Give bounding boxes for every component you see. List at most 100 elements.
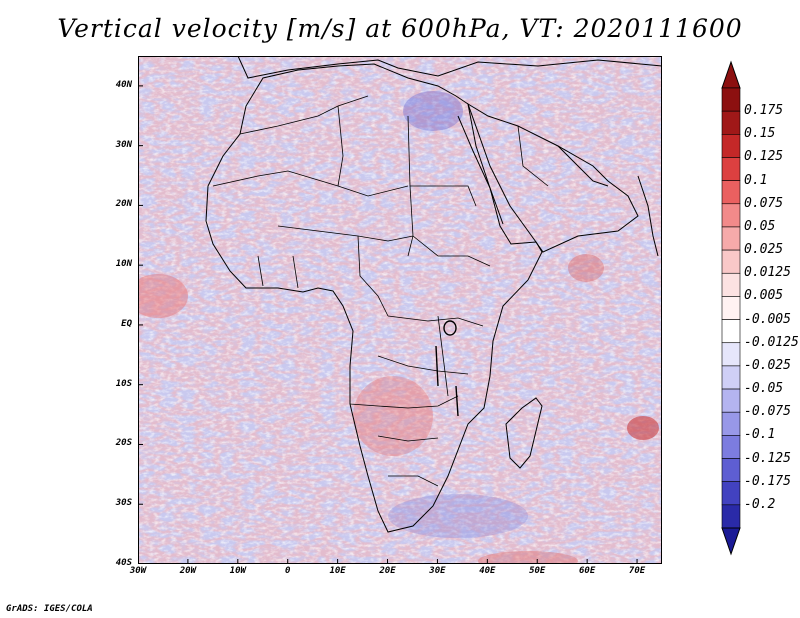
lat-label: 10S [115,378,132,389]
lat-label: 40N [115,79,132,90]
map-frame [138,56,662,564]
lon-label: 50E [529,566,546,576]
lat-label: 30S [115,498,132,509]
colorbar-label: 0.075 [744,195,784,211]
lakes [435,320,459,417]
colorbar-label: 0.15 [744,126,776,142]
patch-arabian-sea [568,254,604,282]
colorbar [721,60,741,556]
red-sea-coastline [457,115,504,225]
colorbar-label: 0.125 [744,149,784,165]
colorbar-label: 0.0125 [744,265,791,281]
colorbar-swatch [721,134,741,158]
lat-label: 20S [115,438,132,449]
border-8 [412,235,491,267]
colorbar-swatch [721,249,741,274]
lake-tanganyika [435,345,439,387]
lon-label: 20E [379,566,396,576]
colorbar-label: 0.175 [744,103,784,119]
colorbar-label: 0.025 [744,242,784,258]
colorbar-swatch [721,458,741,482]
colorbar-label: -0.075 [744,404,791,420]
lon-label: 0 [284,566,291,576]
patch-southern-africa [353,376,433,456]
field-texture [138,56,662,564]
colorbar-swatch [721,110,741,135]
lon-label: 70E [628,566,646,576]
patch-atlantic [138,274,188,318]
colorbar-bottom-arrow [721,527,741,556]
grads-credit: GrADS: IGES/COLA [6,604,93,614]
lat-label: EQ [121,318,132,329]
lon-label: 40E [479,566,496,576]
border-11 [349,395,459,409]
colorbar-swatch [721,435,741,459]
lat-label: 10N [115,259,132,270]
colorbar-swatch [721,87,741,112]
persian-gulf-coastline [557,145,609,187]
colorbar-swatch [721,296,741,320]
border-17 [517,125,549,187]
colorbar-label: -0.2 [744,496,776,512]
country-borders [212,95,549,487]
colorbar-swatch [721,365,741,390]
lon-label: 30W [129,566,147,576]
border-13 [388,475,439,487]
lon-label: 20W [179,566,197,576]
border-2 [212,170,409,197]
lon-label: 30E [429,566,446,576]
europe-coastline [237,56,662,79]
colorbar-label: -0.1 [744,427,776,443]
border-15 [292,255,299,289]
arabia-coastline [467,102,639,253]
border-16 [257,255,264,287]
patch-mediterranean [403,91,463,131]
lat-label: 40S [115,558,132,568]
lon-label: 10E [329,566,346,576]
map-panel [138,56,662,564]
axis-ticks [138,85,638,564]
africa-coastline [205,63,543,533]
lat-label: 30N [115,139,132,150]
colorbar-swatch [721,411,741,436]
border-4 [407,115,414,257]
lon-label: 10W [229,566,246,576]
lake-victoria [443,320,457,336]
colorbar-swatch [721,157,741,181]
colorbar-label: -0.175 [744,473,791,489]
india-coastline [637,175,659,257]
border-12 [377,435,439,442]
border-1 [239,95,369,135]
colorbar-label: -0.005 [744,311,791,327]
colorbar-label: -0.125 [744,450,791,466]
colorbar-swatch [721,180,741,205]
colorbar-label: 0.005 [744,288,784,304]
border-14 [437,315,449,397]
colorbar-label: -0.025 [744,357,791,373]
colorbar-swatch [721,226,741,251]
patch-indian-ocean [627,416,659,440]
border-9 [387,315,484,327]
lon-label: 60E [579,566,596,576]
colorbar-top-arrow [721,60,741,89]
colorbar-swatch [721,388,741,413]
colorbar-swatch [721,272,741,297]
colorbar-swatch [721,203,741,228]
map-title: Vertical velocity [m/s] at 600hPa, VT: 2… [57,14,743,43]
patch-south-indian [388,494,528,538]
border-10 [377,355,469,375]
border-5 [410,185,477,207]
colorbar-label: 0.05 [744,218,776,234]
lat-label: 20N [115,199,132,210]
colorbar-label: -0.0125 [744,334,799,350]
colorbar-swatch [721,481,741,506]
border-7 [357,235,389,317]
colorbar-swatch [721,319,741,344]
colorbar-label: 0.1 [744,172,768,188]
colorbar-swatch [721,504,741,529]
border-3 [337,105,344,187]
patch-south [478,551,578,564]
madagascar-coastline [505,397,543,469]
colorbar-swatch [721,342,741,367]
colorbar-label: -0.05 [744,381,784,397]
